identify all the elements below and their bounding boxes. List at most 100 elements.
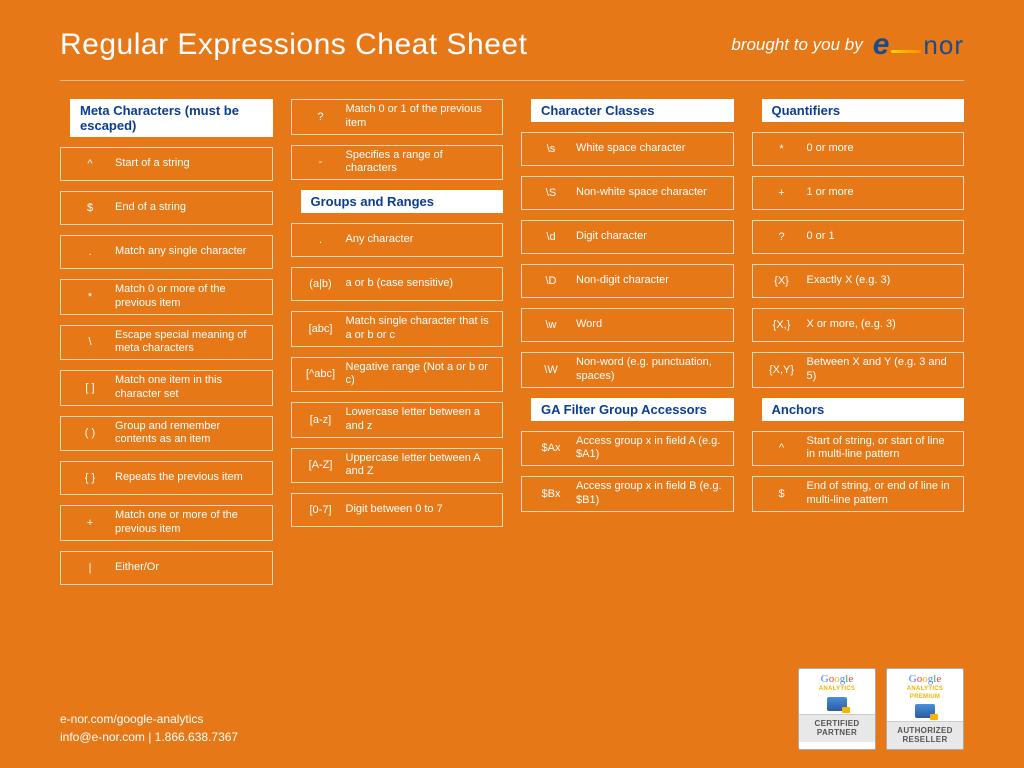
item-symbol: [A-Z] xyxy=(300,459,342,471)
cheat-item: [A-Z]Uppercase letter between A and Z xyxy=(291,448,504,484)
badge-label: CERTIFIED PARTNER xyxy=(799,714,875,742)
item-symbol: ? xyxy=(300,111,342,123)
item-symbol: \s xyxy=(530,143,572,155)
item-description: Any character xyxy=(342,233,495,247)
item-symbol: [^abc] xyxy=(300,368,342,380)
item-symbol: {X,} xyxy=(761,319,803,331)
cheat-item: [ ]Match one item in this character set xyxy=(60,370,273,406)
section-heading: Quantifiers xyxy=(752,99,965,122)
item-description: Repeats the previous item xyxy=(111,471,264,485)
item-symbol: $ xyxy=(761,488,803,500)
cheatsheet-grid: Meta Characters (must be escaped)^Start … xyxy=(0,81,1024,585)
cheat-item: \DNon-digit character xyxy=(521,264,734,298)
item-symbol: + xyxy=(69,517,111,529)
enor-logo: e nor xyxy=(873,28,964,62)
item-symbol: \D xyxy=(530,275,572,287)
brought-text: brought to you by xyxy=(731,35,862,55)
item-description: Negative range (Not a or b or c) xyxy=(342,361,495,389)
item-symbol: - xyxy=(300,156,342,168)
cheat-item: \SNon-white space character xyxy=(521,176,734,210)
column: Character Classes\sWhite space character… xyxy=(521,99,734,585)
google-logo-icon: Google xyxy=(803,673,871,686)
item-description: 1 or more xyxy=(803,186,956,200)
item-symbol: . xyxy=(300,234,342,246)
item-symbol: | xyxy=(69,562,111,574)
analytics-icon xyxy=(827,697,847,711)
item-description: Between X and Y (e.g. 3 and 5) xyxy=(803,356,956,384)
partner-badge: GoogleANALYTICS PREMIUM AUTHORIZED RESELL… xyxy=(886,668,964,750)
cheat-item: $End of a string xyxy=(60,191,273,225)
item-description: Non-word (e.g. punctuation, spaces) xyxy=(572,356,725,384)
cheat-item: ?Match 0 or 1 of the previous item xyxy=(291,99,504,135)
section-heading: Groups and Ranges xyxy=(291,190,504,213)
cheat-item: $End of string, or end of line in multi-… xyxy=(752,476,965,512)
item-symbol: [a-z] xyxy=(300,414,342,426)
cheat-item: .Match any single character xyxy=(60,235,273,269)
cheat-item: [0-7]Digit between 0 to 7 xyxy=(291,493,504,527)
item-description: Match any single character xyxy=(111,245,264,259)
item-symbol: \S xyxy=(530,187,572,199)
cheat-item: {X,Y}Between X and Y (e.g. 3 and 5) xyxy=(752,352,965,388)
cheat-item: ( )Group and remember contents as an ite… xyxy=(60,416,273,452)
item-description: 0 or 1 xyxy=(803,230,956,244)
cheat-item: {X,}X or more, (e.g. 3) xyxy=(752,308,965,342)
cheat-item: [^abc]Negative range (Not a or b or c) xyxy=(291,357,504,393)
item-description: Access group x in field A (e.g. $A1) xyxy=(572,435,725,463)
brought-by: brought to you by e nor xyxy=(731,28,964,62)
cheat-item: [a-z]Lowercase letter between a and z xyxy=(291,402,504,438)
cheat-item: \wWord xyxy=(521,308,734,342)
item-symbol: {X} xyxy=(761,275,803,287)
cheat-item: ?0 or 1 xyxy=(752,220,965,254)
item-description: Escape special meaning of meta character… xyxy=(111,329,264,357)
item-symbol: ? xyxy=(761,231,803,243)
badge-label: AUTHORIZED RESELLER xyxy=(887,721,963,749)
section-heading: Anchors xyxy=(752,398,965,421)
item-description: Match 0 or more of the previous item xyxy=(111,283,264,311)
cheat-item: (a|b)a or b (case sensitive) xyxy=(291,267,504,301)
cheat-item: {X}Exactly X (e.g. 3) xyxy=(752,264,965,298)
item-symbol: \W xyxy=(530,364,572,376)
cheat-item: ^Start of string, or start of line in mu… xyxy=(752,431,965,467)
footer-contact: info@e-nor.com | 1.866.638.7367 xyxy=(60,728,238,746)
item-description: Match 0 or 1 of the previous item xyxy=(342,103,495,131)
item-description: White space character xyxy=(572,142,725,156)
item-description: Group and remember contents as an item xyxy=(111,420,264,448)
item-symbol: . xyxy=(69,246,111,258)
item-description: Digit between 0 to 7 xyxy=(342,503,495,517)
item-symbol: $ xyxy=(69,202,111,214)
item-description: Lowercase letter between a and z xyxy=(342,406,495,434)
badges: GoogleANALYTICSCERTIFIED PARTNERGoogleAN… xyxy=(798,668,964,750)
badge-subtitle: ANALYTICS xyxy=(803,686,871,693)
cheat-item: ^Start of a string xyxy=(60,147,273,181)
google-logo-icon: Google xyxy=(891,673,959,686)
item-description: 0 or more xyxy=(803,142,956,156)
logo-e: e xyxy=(873,28,890,62)
item-symbol: \w xyxy=(530,319,572,331)
cheat-item: \dDigit character xyxy=(521,220,734,254)
column: Quantifiers*0 or more+1 or more?0 or 1{X… xyxy=(752,99,965,585)
footer-url: e-nor.com/google-analytics xyxy=(60,710,238,728)
item-symbol: $Bx xyxy=(530,488,572,500)
item-description: Match one or more of the previous item xyxy=(111,509,264,537)
item-description: Match one item in this character set xyxy=(111,374,264,402)
cheat-item: { }Repeats the previous item xyxy=(60,461,273,495)
item-description: a or b (case sensitive) xyxy=(342,277,495,291)
item-symbol: {X,Y} xyxy=(761,364,803,376)
item-symbol: [abc] xyxy=(300,323,342,335)
cheat-item: -Specifies a range of characters xyxy=(291,145,504,181)
cheat-item: .Any character xyxy=(291,223,504,257)
section-heading: GA Filter Group Accessors xyxy=(521,398,734,421)
item-description: Uppercase letter between A and Z xyxy=(342,452,495,480)
cheat-item: |Either/Or xyxy=(60,551,273,585)
cheat-item: *0 or more xyxy=(752,132,965,166)
item-symbol: [0-7] xyxy=(300,504,342,516)
item-symbol: \ xyxy=(69,336,111,348)
item-description: Digit character xyxy=(572,230,725,244)
item-symbol: * xyxy=(69,291,111,303)
badge-subtitle: ANALYTICS PREMIUM xyxy=(891,686,959,700)
item-description: Start of a string xyxy=(111,157,264,171)
cheat-item: *Match 0 or more of the previous item xyxy=(60,279,273,315)
cheat-item: +Match one or more of the previous item xyxy=(60,505,273,541)
column: Meta Characters (must be escaped)^Start … xyxy=(60,99,273,585)
item-symbol: ^ xyxy=(761,442,803,454)
